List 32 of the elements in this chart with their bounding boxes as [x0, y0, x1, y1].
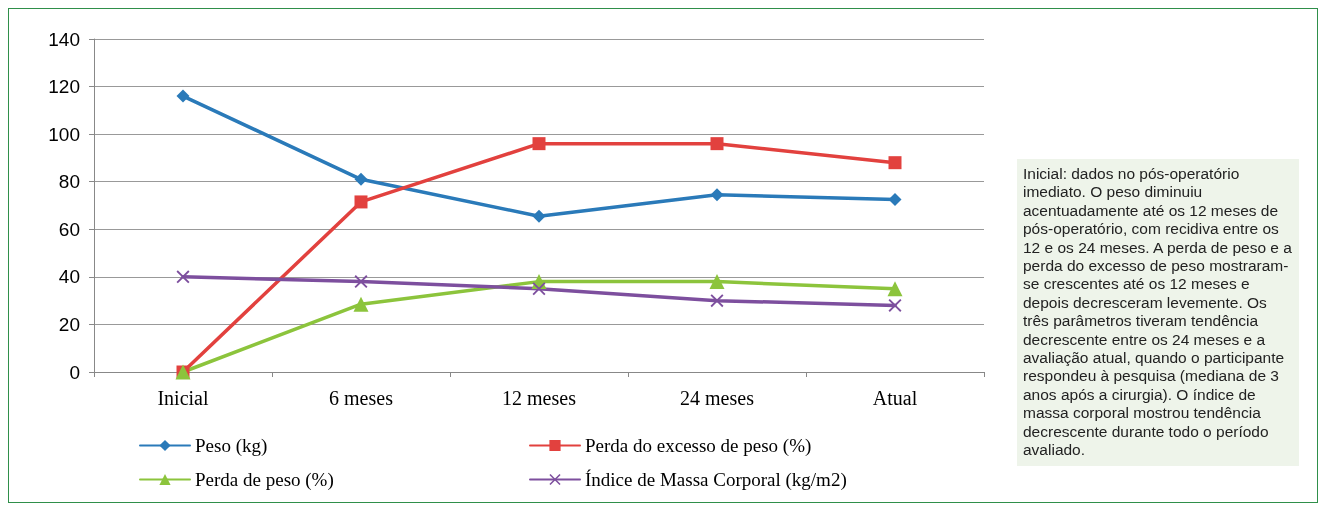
point — [354, 195, 368, 209]
y-tick-label: 20 — [58, 313, 80, 335]
text: Inicial: dados no pós-operatório imediato. O peso diminuiu acentuadamente até os 12 meses de pós-operatório, com recidiva entre os 12 e os 24 meses. A perda de peso e a perda do excesso de peso mostraram-se crescentes até os 12 meses e depois decresceram levemente. Os três parâmetros tiveram tendência decrescente entre os 24 meses e a avaliação atual, quando o participante respondeu à pesquisa (mediana de 3 anos após a cirurgia). O índice de massa corporal mostrou tendência decrescente durante todo o período avaliado. — [1023, 165, 1292, 459]
y-tick-label: 0 — [69, 361, 80, 383]
y-tick-label: 120 — [48, 76, 80, 98]
point — [532, 282, 546, 296]
legend-label: Peso (kg) — [195, 435, 268, 457]
y-tick-label: 80 — [58, 171, 80, 193]
x-tick-label: Inicial — [157, 387, 209, 409]
y-tick-label: 40 — [58, 266, 80, 288]
point — [354, 172, 368, 186]
y-tick-label: 140 — [48, 28, 80, 50]
y-tick-label: 100 — [48, 123, 80, 145]
x-tick-label: 12 meses — [502, 387, 577, 409]
point — [710, 188, 724, 202]
point — [532, 209, 546, 223]
legend-label: Perda de peso (%) — [195, 469, 334, 491]
point — [710, 137, 724, 151]
point — [532, 137, 546, 151]
legend-label: Perda do excesso de peso (%) — [585, 435, 812, 457]
point — [888, 193, 902, 207]
legend-label: Índice de Massa Corporal (kg/m2) — [585, 469, 847, 491]
point — [176, 270, 190, 284]
x-tick-label: 24 meses — [680, 387, 755, 409]
y-tick-label: 60 — [58, 218, 80, 240]
point — [888, 156, 902, 170]
point — [887, 281, 903, 297]
point — [709, 274, 725, 290]
point — [353, 296, 369, 312]
point — [176, 89, 190, 103]
x-tick-label: 6 meses — [329, 387, 394, 409]
x-tick-label: Atual — [872, 387, 918, 409]
